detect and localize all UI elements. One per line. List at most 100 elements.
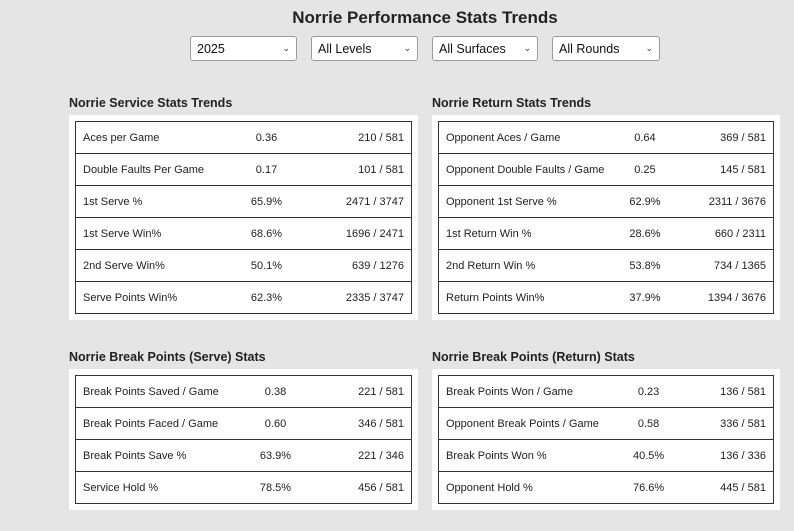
stat-label: Serve Points Win% bbox=[75, 281, 228, 314]
stat-label: Break Points Won % bbox=[437, 439, 606, 472]
stat-value: 0.25 bbox=[611, 153, 679, 186]
stat-label: Break Points Saved / Game bbox=[75, 375, 228, 408]
stat-label: 1st Serve Win% bbox=[75, 217, 228, 250]
stat-ratio: 639 / 1276 bbox=[305, 249, 412, 282]
table-row: 2nd Serve Win% 50.1% 639 / 1276 bbox=[75, 249, 412, 282]
stat-label: 2nd Serve Win% bbox=[75, 249, 228, 282]
table-row: 1st Return Win % 28.6% 660 / 2311 bbox=[438, 217, 774, 250]
stat-value: 37.9% bbox=[611, 281, 679, 314]
stat-label: Double Faults Per Game bbox=[75, 153, 228, 186]
chevron-down-icon: ⌄ bbox=[282, 43, 290, 53]
stat-value: 53.8% bbox=[611, 249, 679, 282]
stat-ratio: 660 / 2311 bbox=[678, 217, 774, 250]
stat-ratio: 101 / 581 bbox=[305, 153, 412, 186]
stat-label: Break Points Faced / Game bbox=[75, 407, 228, 440]
stat-value: 0.58 bbox=[605, 407, 692, 440]
stat-ratio: 346 / 581 bbox=[323, 407, 412, 440]
stat-ratio: 336 / 581 bbox=[691, 407, 775, 440]
table-row: Serve Points Win% 62.3% 2335 / 3747 bbox=[75, 281, 412, 314]
stat-ratio: 1394 / 3676 bbox=[678, 281, 774, 314]
stat-value: 0.64 bbox=[611, 121, 679, 154]
surface-select[interactable]: All Surfaces ⌄ bbox=[432, 36, 538, 61]
table-row: Opponent Break Points / Game 0.58 336 / 58… bbox=[437, 407, 775, 440]
return-stats-table: Opponent Aces / Game 0.64 369 / 581 Opponen… bbox=[438, 121, 774, 314]
table-row: 1st Serve % 65.9% 2471 / 3747 bbox=[75, 185, 412, 218]
table-row: Opponent 1st Serve % 62.9% 2311 / 3676 bbox=[438, 185, 774, 218]
page-title: Norrie Performance Stats Trends bbox=[292, 8, 558, 27]
stat-label: Opponent Aces / Game bbox=[438, 121, 612, 154]
stat-value: 62.9% bbox=[611, 185, 679, 218]
stat-label: Break Points Save % bbox=[75, 439, 228, 472]
stat-value: 0.17 bbox=[227, 153, 306, 186]
table-row: Break Points Save % 63.9% 221 / 346 bbox=[75, 439, 412, 472]
chevron-down-icon: ⌄ bbox=[645, 43, 653, 53]
stat-label: Break Points Won / Game bbox=[437, 375, 606, 408]
chevron-down-icon: ⌄ bbox=[403, 43, 411, 53]
table-row: Opponent Hold % 76.6% 445 / 581 bbox=[437, 471, 775, 504]
stat-label: Opponent Hold % bbox=[437, 471, 606, 504]
year-select[interactable]: 2025 ⌄ bbox=[190, 36, 297, 61]
table-row: 2nd Return Win % 53.8% 734 / 1365 bbox=[438, 249, 774, 282]
stat-ratio: 369 / 581 bbox=[678, 121, 774, 154]
year-select-value: 2025 bbox=[197, 41, 225, 56]
table-row: Aces per Game 0.36 210 / 581 bbox=[75, 121, 412, 154]
table-row: Service Hold % 78.5% 456 / 581 bbox=[75, 471, 412, 504]
stat-label: Return Points Win% bbox=[438, 281, 612, 314]
return-stats-title: Norrie Return Stats Trends bbox=[432, 96, 592, 110]
level-select-value: All Levels bbox=[318, 41, 372, 56]
table-row: 1st Serve Win% 68.6% 1696 / 2471 bbox=[75, 217, 412, 250]
stat-ratio: 136 / 581 bbox=[691, 375, 775, 408]
table-row: Double Faults Per Game 0.17 101 / 581 bbox=[75, 153, 412, 186]
stat-ratio: 221 / 346 bbox=[323, 439, 412, 472]
bp-serve-stats-table: Break Points Saved / Game 0.38 221 / 581 Br… bbox=[75, 375, 412, 504]
bp-serve-stats-panel: Break Points Saved / Game 0.38 221 / 581 Br… bbox=[69, 369, 418, 510]
filter-bar: 2025 ⌄ All Levels ⌄ All Surfaces ⌄ All R… bbox=[190, 36, 660, 61]
stat-value: 76.6% bbox=[605, 471, 692, 504]
stat-value: 0.36 bbox=[227, 121, 306, 154]
stat-label: 1st Serve % bbox=[75, 185, 228, 218]
stat-value: 62.3% bbox=[227, 281, 306, 314]
stat-ratio: 221 / 581 bbox=[323, 375, 412, 408]
stat-label: Opponent Double Faults / Game bbox=[438, 153, 612, 186]
return-stats-panel: Opponent Aces / Game 0.64 369 / 581 Opponen… bbox=[432, 115, 780, 320]
stat-ratio: 2311 / 3676 bbox=[678, 185, 774, 218]
service-stats-table: Aces per Game 0.36 210 / 581 Double Faults … bbox=[75, 121, 412, 314]
stat-value: 0.23 bbox=[605, 375, 692, 408]
stat-ratio: 210 / 581 bbox=[305, 121, 412, 154]
bp-return-stats-panel: Break Points Won / Game 0.23 136 / 581 Oppo… bbox=[432, 369, 780, 510]
stat-value: 65.9% bbox=[227, 185, 306, 218]
service-stats-title: Norrie Service Stats Trends bbox=[69, 96, 233, 110]
table-row: Opponent Double Faults / Game 0.25 145 / 5… bbox=[438, 153, 774, 186]
stat-label: Service Hold % bbox=[75, 471, 228, 504]
stat-ratio: 145 / 581 bbox=[678, 153, 774, 186]
stat-label: Opponent Break Points / Game bbox=[437, 407, 606, 440]
bp-serve-stats-title: Norrie Break Points (Serve) Stats bbox=[69, 350, 266, 364]
stat-value: 63.9% bbox=[227, 439, 324, 472]
stat-ratio: 136 / 336 bbox=[691, 439, 775, 472]
stat-value: 28.6% bbox=[611, 217, 679, 250]
bp-return-stats-title: Norrie Break Points (Return) Stats bbox=[432, 350, 635, 364]
stat-value: 40.5% bbox=[605, 439, 692, 472]
service-stats-panel: Aces per Game 0.36 210 / 581 Double Faults … bbox=[69, 115, 418, 320]
table-row: Opponent Aces / Game 0.64 369 / 581 bbox=[438, 121, 774, 154]
stat-value: 50.1% bbox=[227, 249, 306, 282]
stat-value: 0.38 bbox=[227, 375, 324, 408]
stat-ratio: 445 / 581 bbox=[691, 471, 775, 504]
stat-value: 0.60 bbox=[227, 407, 324, 440]
table-row: Break Points Won % 40.5% 136 / 336 bbox=[437, 439, 775, 472]
table-row: Break Points Won / Game 0.23 136 / 581 bbox=[437, 375, 775, 408]
chevron-down-icon: ⌄ bbox=[523, 43, 531, 53]
stat-ratio: 2471 / 3747 bbox=[305, 185, 412, 218]
stat-label: 1st Return Win % bbox=[438, 217, 612, 250]
table-row: Break Points Faced / Game 0.60 346 / 581 bbox=[75, 407, 412, 440]
stat-label: 2nd Return Win % bbox=[438, 249, 612, 282]
stat-label: Opponent 1st Serve % bbox=[438, 185, 612, 218]
round-select-value: All Rounds bbox=[559, 41, 620, 56]
stat-label: Aces per Game bbox=[75, 121, 228, 154]
stat-value: 78.5% bbox=[227, 471, 324, 504]
table-row: Break Points Saved / Game 0.38 221 / 581 bbox=[75, 375, 412, 408]
stat-ratio: 734 / 1365 bbox=[678, 249, 774, 282]
level-select[interactable]: All Levels ⌄ bbox=[311, 36, 418, 61]
surface-select-value: All Surfaces bbox=[439, 41, 506, 56]
round-select[interactable]: All Rounds ⌄ bbox=[552, 36, 660, 61]
